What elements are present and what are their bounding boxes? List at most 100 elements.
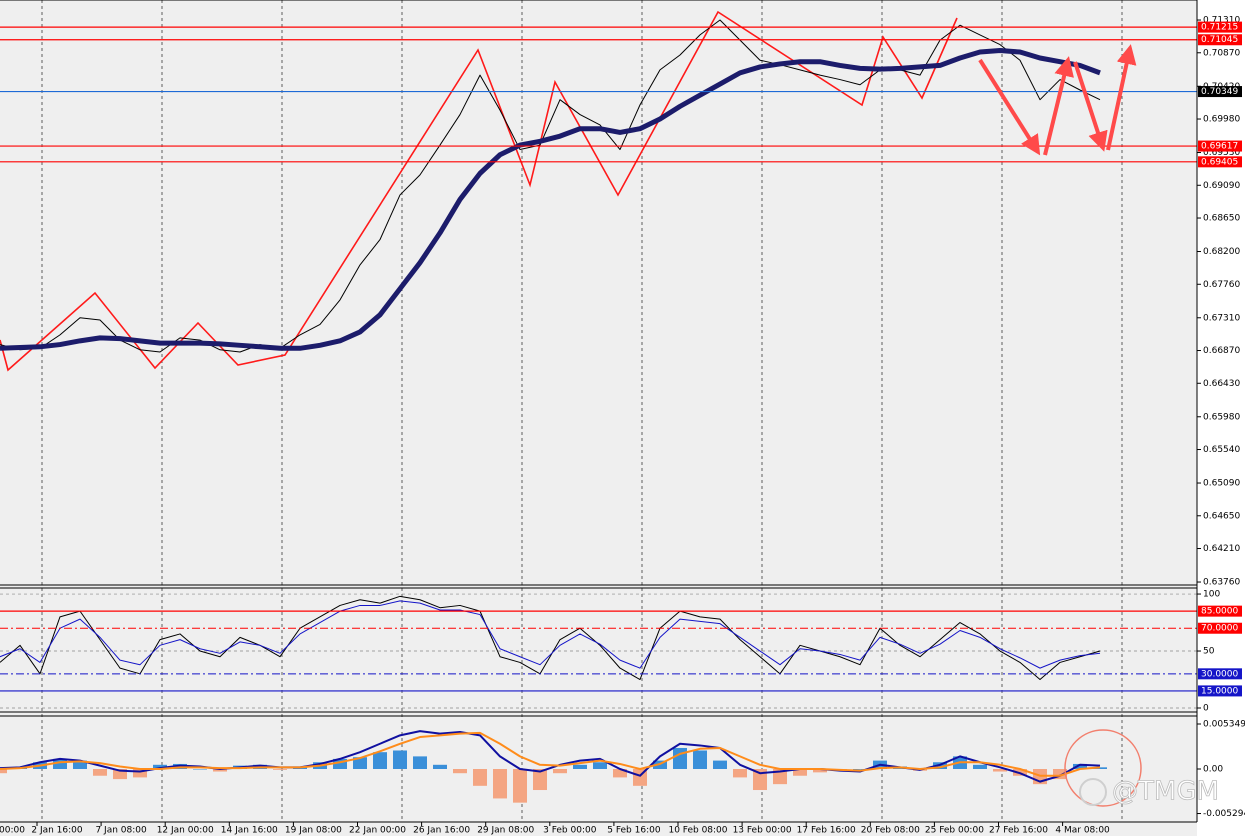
histogram-bar [473,769,487,786]
histogram-bar [453,769,467,774]
level-label-box [1198,668,1242,680]
logo [1079,778,1107,806]
level-label: 70.0000 [1201,624,1238,634]
y-tick-label: 0.69530 [1203,148,1240,158]
forecast-arrows [978,44,1137,156]
level-label-box [1198,156,1242,168]
y-tick-label: 0.66430 [1203,379,1240,389]
arrow [978,58,1041,156]
histogram-bar [573,764,587,769]
histogram-bar [853,769,867,770]
y-tick-label: 0.67310 [1203,313,1240,323]
arrow [1043,56,1074,156]
histogram-bar [693,750,707,769]
level-label: 0.69617 [1201,142,1238,152]
x-tick-label: 26 Jan 16:00 [413,826,470,836]
histogram-bar [73,760,87,769]
y-tick-label: 0.67760 [1203,280,1240,290]
level-label: 0.71215 [1201,23,1238,33]
histogram-bar [113,769,127,780]
level-label: 30.0000 [1201,669,1238,679]
x-tick-label: 29 Jan 08:00 [477,826,534,836]
y-tick-label: 0.71310 [1203,16,1240,26]
y-tick-label: 0.69980 [1203,115,1240,125]
y-tick-label: -0.005294 [1203,809,1245,819]
histogram-bar [993,769,1007,772]
x-tick-label: 27 Feb 16:00 [989,826,1048,836]
level-label-box [1198,685,1242,697]
x-tick-label: 00:00 [0,826,25,836]
arrow [1106,44,1137,151]
histogram-bar [973,764,987,769]
y-tick-label: 0.64210 [1203,544,1240,554]
histogram-bar [353,757,367,769]
series-line [0,600,1101,669]
histogram-bar [553,769,567,774]
histogram-bar [53,758,67,769]
histogram-bar [433,764,447,769]
y-tick-label: 0.005349 [1203,720,1245,730]
histogram-bar [613,769,627,778]
x-tick-label: 25 Feb 00:00 [925,826,984,836]
histogram-bar [273,769,287,770]
y-tick-label: 0.69090 [1203,181,1240,191]
y-tick-label: 0.70870 [1203,48,1240,58]
level-label: 15.0000 [1201,686,1238,696]
y-tick-label: 0.66870 [1203,346,1240,356]
histogram-bar [393,750,407,769]
x-tick-label: 7 Jan 08:00 [95,826,147,836]
y-tick-label: 0.68200 [1203,247,1240,257]
x-tick-label: 14 Jan 16:00 [221,826,278,836]
histogram-bar [213,769,227,772]
level-label-box [1198,34,1242,46]
histogram-bar [713,760,727,769]
vertical-grid [0,0,1197,822]
plot-background [0,0,1197,836]
x-tick-label: 3 Feb 00:00 [543,826,597,836]
level-label: 0.71045 [1201,35,1238,45]
histogram-bar [753,769,767,791]
arrow [1073,61,1108,152]
histogram-bar [733,769,747,778]
level-label-box [1198,622,1242,634]
level-label-box [1198,21,1242,33]
y-tick-label: 0.00 [1203,765,1223,775]
histogram-bar [373,752,387,769]
x-tick-label: 20 Feb 08:00 [861,826,920,836]
x-tick-label: 12 Jan 00:00 [157,826,214,836]
y-tick-label: 0.63760 [1203,578,1240,588]
histogram-bar [593,762,607,769]
level-label-box [1198,140,1242,152]
level-label: 0.69405 [1201,157,1238,167]
series-line [0,19,1101,353]
y-tick-label: 0.65980 [1203,412,1240,422]
histogram-bar [193,769,207,770]
series-line [0,731,1101,777]
y-tick-label: 0 [1203,704,1209,714]
x-tick-label: 19 Jan 08:00 [285,826,342,836]
x-tick-label: 4 Mar 08:00 [1055,826,1110,836]
x-tick-label: 17 Feb 16:00 [797,826,856,836]
y-tick-label: 0.64650 [1203,511,1240,521]
highlight-circle [1064,729,1142,807]
level-label-box [1198,86,1242,98]
y-tick-label: 50 [1203,647,1215,657]
level-label-box [1198,605,1242,617]
y-tick-label: 0.68650 [1203,214,1240,224]
axis-background [1197,0,1245,836]
histogram-bar [333,758,347,769]
x-tick-label: 22 Jan 00:00 [349,826,406,836]
level-label: 85.0000 [1201,607,1238,617]
histogram-bar [673,747,687,769]
histogram-bar [93,769,107,776]
x-tick-label: 13 Feb 00:00 [733,826,792,836]
y-tick-label: 0.65090 [1203,479,1240,489]
histogram-bar [793,769,807,776]
histogram-bar [1073,763,1087,769]
histogram-bar [0,769,7,774]
y-tick-label: 0.65540 [1203,445,1240,455]
histogram-bar [813,769,827,773]
histogram-bar [493,769,507,799]
